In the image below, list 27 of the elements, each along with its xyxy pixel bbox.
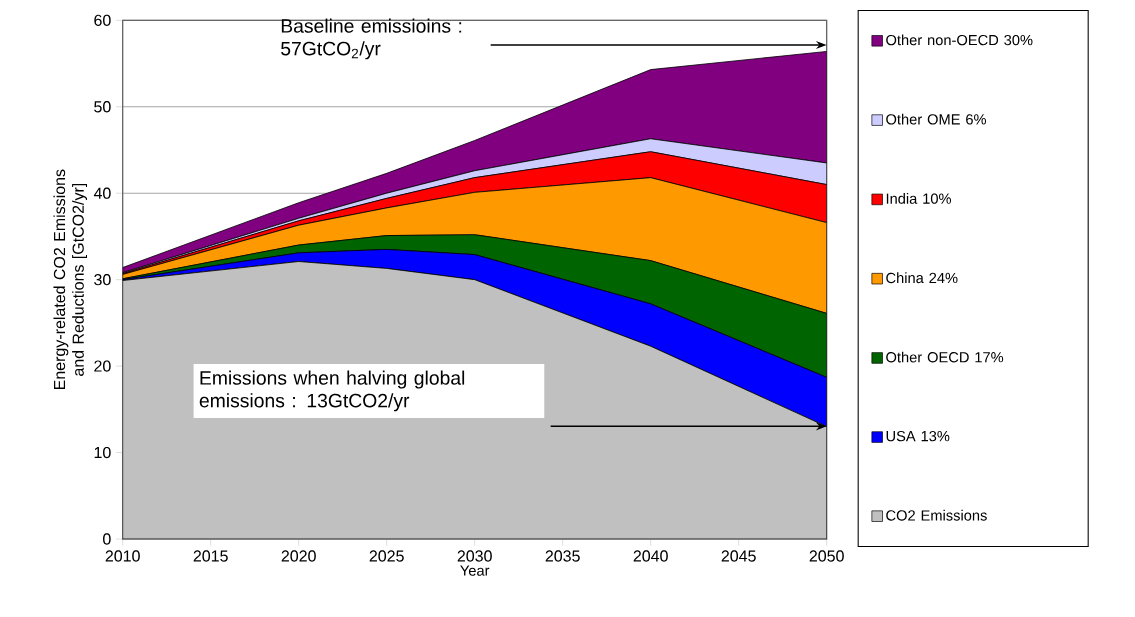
x-tick-label: 2035: [545, 550, 580, 562]
x-tick-label: 2050: [809, 550, 844, 562]
y-tick-label: 60: [94, 14, 111, 26]
x-tick-label: 2025: [369, 550, 404, 562]
y-tick-label: 0: [103, 533, 111, 545]
x-tick-label: 2015: [193, 550, 228, 562]
legend-label: India 10%: [886, 193, 951, 204]
y-tick-label: 50: [94, 101, 111, 113]
y-axis-title: Energy-related CO2 Emissions and Reductions [GtCO2/yr]: [53, 169, 88, 390]
x-tick-label: 2045: [721, 550, 756, 562]
y-tick-label: 20: [94, 360, 111, 372]
legend-label: Other OME 6%: [886, 113, 987, 125]
x-axis-title: Year: [460, 565, 490, 576]
y-tick-label: 30: [94, 274, 111, 286]
legend-label: Other OECD 17%: [886, 351, 1004, 363]
y-tick-label: 40: [93, 187, 111, 199]
annotation: Emissions when halving global emissions : 13GtCO2/yr: [199, 370, 465, 412]
x-tick-label: 2040: [633, 550, 668, 562]
legend-label: USA 13%: [886, 430, 950, 442]
y-tick-label: 10: [94, 446, 111, 459]
x-tick-label: 2020: [281, 550, 316, 562]
legend-label: CO2 Emissions: [886, 509, 987, 521]
x-tick-label: 2030: [457, 550, 492, 562]
legend-label: Other non-OECD 30%: [886, 34, 1033, 46]
legend-label: China 24%: [886, 272, 958, 284]
annotation: Baseline emissioins : 57GtCO$_{2}$/yr: [281, 18, 462, 60]
x-tick-label: 2010: [105, 550, 140, 562]
